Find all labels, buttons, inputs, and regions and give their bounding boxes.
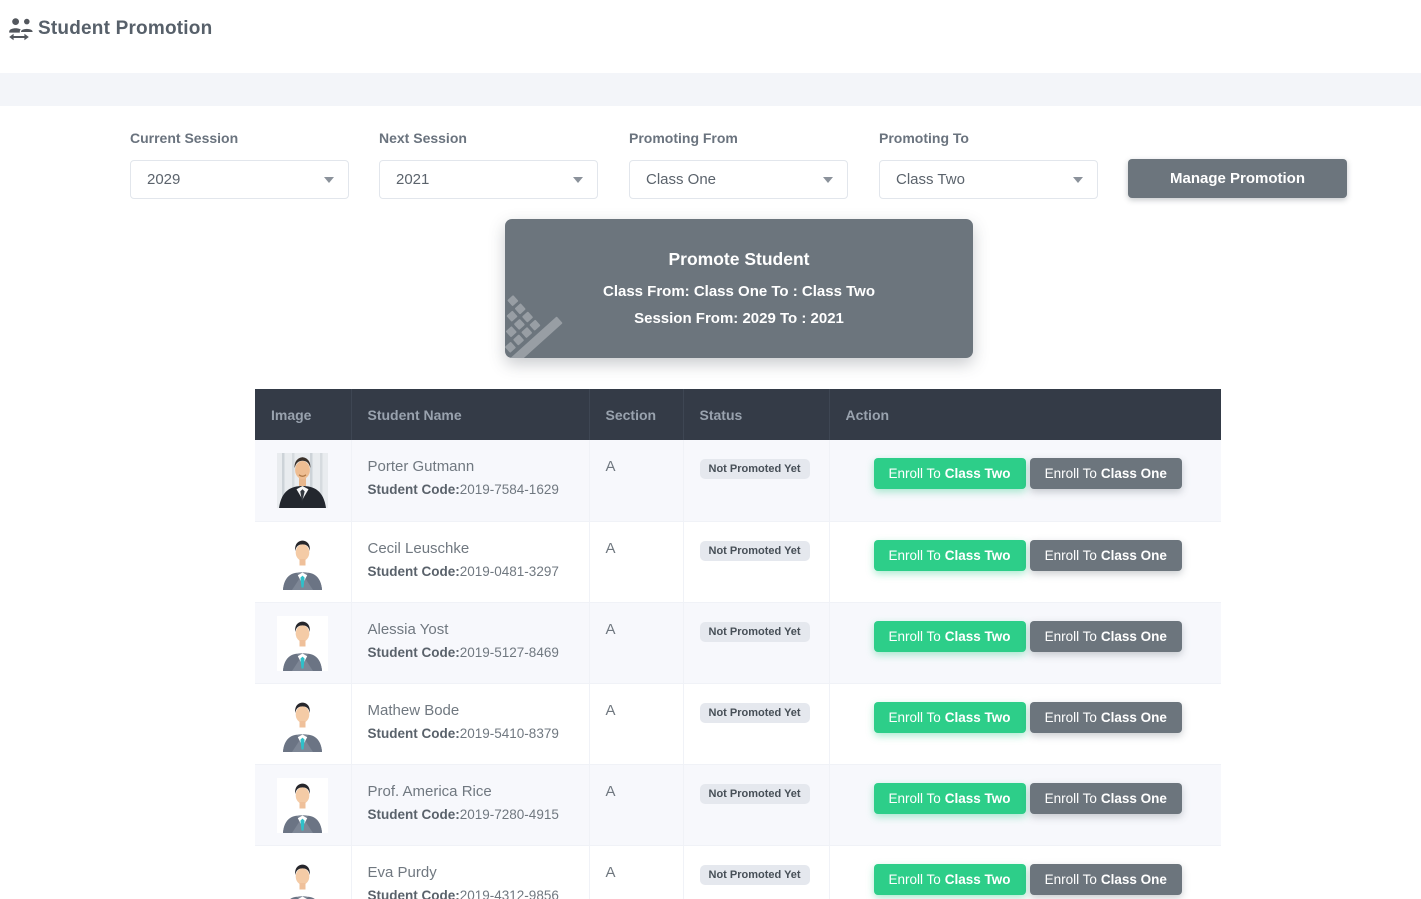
enroll-class-two-button[interactable]: Enroll To Class Two	[873, 458, 1026, 489]
enroll-class-one-button[interactable]: Enroll To Class One	[1029, 863, 1182, 895]
page-title: Student Promotion	[38, 18, 213, 39]
current-session-value: 2029	[147, 171, 181, 188]
table-row: Prof. America Rice Student Code:2019-728…	[255, 764, 1221, 846]
enroll-class-two-button[interactable]: Enroll To Class Two	[873, 539, 1026, 571]
student-name: Prof. America Rice	[367, 782, 492, 800]
chevron-down-icon	[823, 177, 833, 183]
section-value: A	[605, 782, 616, 800]
people-swap-icon	[8, 17, 35, 41]
student-avatar	[277, 534, 328, 590]
student-code: Student Code:2019-7584-1629	[367, 482, 559, 497]
student-code: Student Code:2019-0481-3297	[367, 563, 559, 579]
enroll-class-one-button[interactable]: Enroll To Class One	[1029, 539, 1182, 571]
enroll-class-two-button[interactable]: Enroll To Class Two	[873, 782, 1026, 814]
status-badge: Not Promoted Yet	[699, 864, 810, 885]
filter-current-session: Current Session 2029	[130, 130, 349, 199]
topbar: Student Promotion	[0, 0, 1421, 73]
section-value: A	[605, 701, 616, 719]
promoting-from-label: Promoting From	[629, 130, 738, 146]
enroll-class-one-button[interactable]: Enroll To Class One	[1029, 782, 1182, 814]
promote-card-class-line: Class From: Class One To : Class Two	[602, 283, 875, 300]
table-row: Cecil Leuschke Student Code:2019-0481-32…	[255, 521, 1221, 603]
promote-card-title: Promote Student	[668, 249, 810, 269]
promoting-from-select[interactable]: Class One	[629, 160, 848, 199]
brand: Student Promotion	[8, 17, 212, 41]
column-header-section: Section	[589, 389, 684, 440]
enroll-class-one-button[interactable]: Enroll To Class One	[1029, 458, 1182, 489]
next-session-value: 2021	[396, 171, 430, 188]
student-name: Alessia Yost	[367, 620, 449, 638]
students-table: Image Student Name Section Status Action…	[255, 389, 1221, 899]
student-code: Student Code:2019-5127-8469	[367, 644, 559, 660]
next-session-select[interactable]: 2021	[379, 160, 598, 199]
column-header-status: Status	[683, 389, 830, 440]
student-avatar	[277, 858, 328, 899]
filter-promoting-from: Promoting From Class One	[629, 130, 848, 199]
student-avatar	[277, 777, 328, 833]
next-session-label: Next Session	[379, 130, 467, 146]
section-value: A	[605, 458, 616, 475]
table-row: Porter Gutmann Student Code:2019-7584-16…	[255, 440, 1221, 522]
student-avatar	[277, 453, 328, 508]
student-name: Eva Purdy	[367, 863, 437, 881]
filter-promoting-to: Promoting To Class Two	[879, 130, 1098, 199]
student-code: Student Code:2019-5410-8379	[367, 725, 559, 741]
table-header-row: Image Student Name Section Status Action	[255, 389, 1221, 440]
current-session-select[interactable]: 2029	[130, 160, 349, 199]
status-badge: Not Promoted Yet	[699, 621, 810, 642]
table-row: Mathew Bode Student Code:2019-5410-8379 …	[255, 683, 1221, 765]
student-code: Student Code:2019-7280-4915	[367, 806, 559, 822]
promoting-to-value: Class Two	[896, 171, 965, 188]
enroll-class-two-button[interactable]: Enroll To Class Two	[873, 620, 1026, 652]
status-badge: Not Promoted Yet	[699, 702, 810, 723]
column-header-action: Action	[829, 389, 1221, 440]
table-row: Alessia Yost Student Code:2019-5127-8469…	[255, 602, 1221, 684]
chevron-down-icon	[324, 177, 334, 183]
chevron-down-icon	[573, 177, 583, 183]
student-name: Cecil Leuschke	[367, 539, 470, 557]
promote-student-card: Promote Student Class From: Class One To…	[505, 219, 973, 358]
promoting-to-select[interactable]: Class Two	[879, 160, 1098, 199]
promoting-to-label: Promoting To	[879, 130, 969, 146]
enroll-class-one-button[interactable]: Enroll To Class One	[1029, 620, 1182, 652]
student-name: Mathew Bode	[367, 701, 460, 719]
status-badge: Not Promoted Yet	[699, 459, 810, 479]
column-header-image: Image	[255, 389, 352, 440]
student-avatar	[277, 696, 328, 752]
enroll-class-one-button[interactable]: Enroll To Class One	[1029, 701, 1182, 733]
enroll-class-two-button[interactable]: Enroll To Class Two	[873, 701, 1026, 733]
promote-card-session-line: Session From: 2029 To : 2021	[634, 310, 844, 327]
status-badge: Not Promoted Yet	[699, 540, 810, 561]
filter-next-session: Next Session 2021	[379, 130, 598, 199]
section-value: A	[605, 863, 616, 881]
chevron-down-icon	[1073, 177, 1083, 183]
promoting-from-value: Class One	[646, 171, 717, 188]
student-code: Student Code:2019-4312-9856	[367, 887, 559, 899]
manage-promotion-button[interactable]: Manage Promotion	[1128, 159, 1347, 198]
student-name: Porter Gutmann	[367, 458, 475, 475]
section-value: A	[605, 620, 616, 638]
current-session-label: Current Session	[130, 130, 239, 146]
table-row: Eva Purdy Student Code:2019-4312-9856 A …	[255, 845, 1221, 899]
section-value: A	[605, 539, 616, 557]
student-avatar	[277, 615, 328, 671]
enroll-class-two-button[interactable]: Enroll To Class Two	[873, 863, 1026, 895]
column-header-student-name: Student Name	[351, 389, 590, 440]
status-badge: Not Promoted Yet	[699, 783, 810, 804]
subheader-band	[0, 73, 1421, 106]
